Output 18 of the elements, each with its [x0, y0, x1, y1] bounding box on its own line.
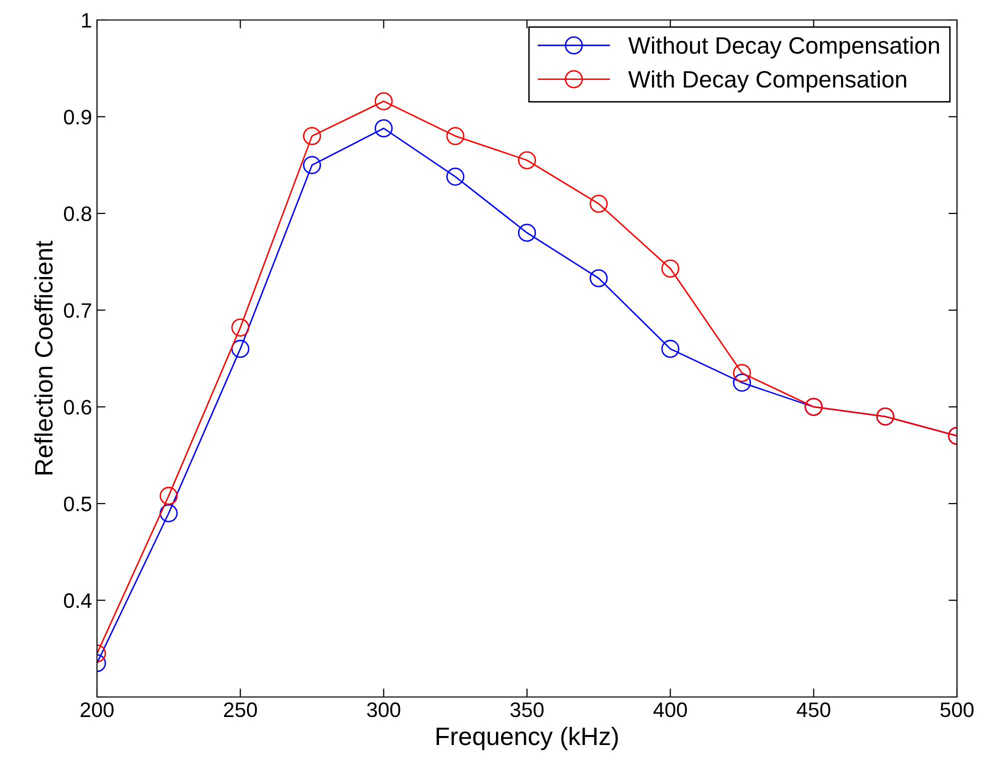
- x-tick-label: 500: [940, 702, 974, 718]
- y-tick-label: 0.8: [64, 206, 92, 222]
- y-tick-label: 0.6: [64, 400, 92, 415]
- legend-label: With Decay Compensation: [628, 70, 906, 92]
- y-tick-label: 0.9: [64, 110, 92, 124]
- x-tick-label: 450: [796, 702, 830, 718]
- y-axis-title: Reflection Coefficient: [34, 240, 53, 474]
- x-tick-label: 350: [510, 702, 544, 718]
- x-tick-label: 300: [367, 702, 400, 718]
- x-tick-label: 400: [653, 702, 687, 718]
- y-tick-label: 0.5: [64, 496, 92, 512]
- x-tick-label: 250: [224, 702, 257, 718]
- y-tick-label: 0.7: [64, 303, 92, 318]
- legend-label: Without Decay Compensation: [628, 36, 939, 59]
- y-tick-label: 0.4: [64, 593, 92, 608]
- y-tick-label: 1: [82, 13, 92, 28]
- x-tick-label: 200: [80, 702, 114, 718]
- x-axis-title: Frequency (kHz): [436, 726, 618, 750]
